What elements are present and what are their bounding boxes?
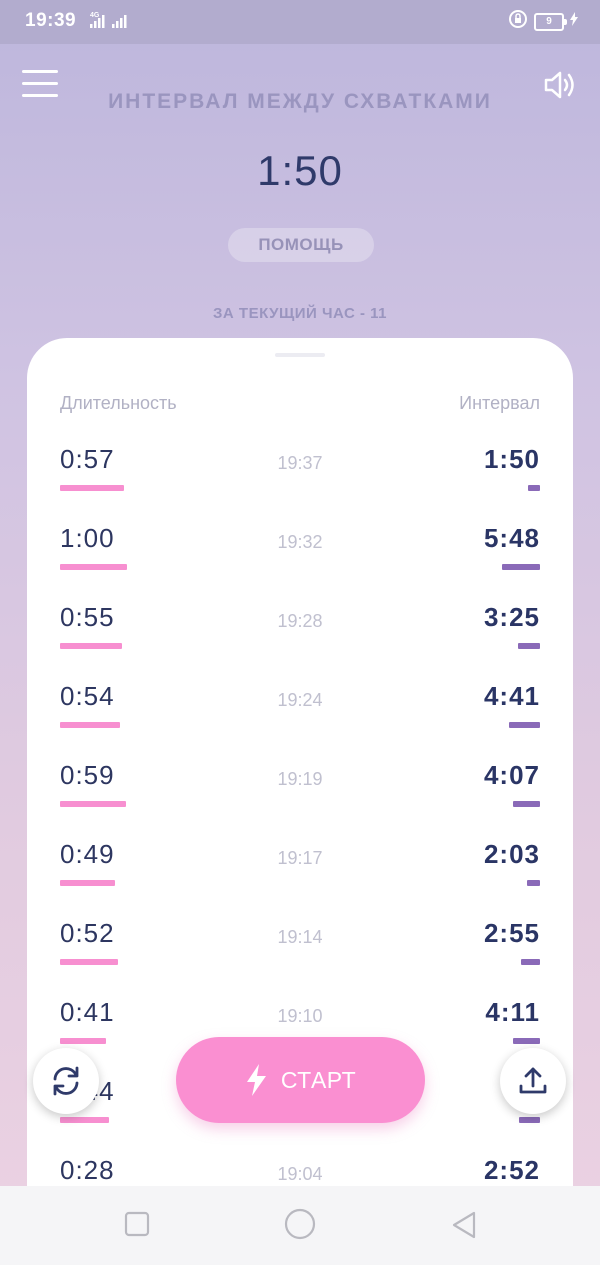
interval-bar bbox=[513, 1038, 540, 1044]
column-header-interval: Интервал bbox=[459, 393, 540, 413]
row-duration: 0:28 bbox=[60, 1155, 115, 1185]
row-duration: 0:55 bbox=[60, 602, 115, 632]
row-interval: 5:48 bbox=[483, 523, 540, 553]
page-title: ИНТЕРВАЛ МЕЖДУ СХВАТКАМИ bbox=[108, 90, 492, 113]
table-row[interactable]: 0:55 19:28 3:25 bbox=[27, 602, 573, 681]
table-row[interactable]: 1:00 19:32 5:48 bbox=[27, 523, 573, 602]
share-upload-icon bbox=[519, 1067, 547, 1094]
row-duration: 0:49 bbox=[60, 839, 115, 869]
row-interval: 4:07 bbox=[483, 760, 540, 790]
hour-count: ЗА ТЕКУЩИЙ ЧАС - 11 bbox=[213, 305, 387, 322]
duration-bar bbox=[60, 801, 126, 807]
interval-bar bbox=[509, 722, 540, 728]
duration-bar bbox=[60, 643, 122, 649]
speaker-icon[interactable] bbox=[542, 70, 578, 100]
status-bar: 19:39 4G 9 bbox=[0, 0, 600, 44]
contractions-card[interactable]: Длительность Интервал 0:57 19:37 1:50 1:00 1… bbox=[27, 338, 573, 1238]
duration-bar bbox=[60, 564, 127, 570]
duration-bar bbox=[60, 959, 118, 965]
row-interval: 2:52 bbox=[483, 1155, 540, 1185]
lightning-icon bbox=[246, 1064, 266, 1096]
start-label: СТАРТ bbox=[280, 1066, 357, 1093]
lock-rotation-icon bbox=[508, 9, 528, 34]
row-time: 19:19 bbox=[277, 769, 323, 789]
table-row[interactable]: 0:57 19:37 1:50 bbox=[27, 444, 573, 523]
row-time: 19:14 bbox=[277, 927, 323, 947]
interval-bar bbox=[502, 564, 540, 570]
interval-bar bbox=[527, 880, 540, 886]
duration-bar bbox=[60, 485, 124, 491]
row-interval: 2:55 bbox=[483, 918, 540, 948]
duration-bar bbox=[60, 880, 115, 886]
row-duration: 1:00 bbox=[60, 523, 115, 553]
row-interval: 4:11 bbox=[485, 997, 540, 1027]
battery-icon: 9 bbox=[534, 12, 567, 31]
interval-bar bbox=[518, 643, 540, 649]
row-interval: 2:03 bbox=[483, 839, 540, 869]
table-row[interactable]: 0:59 19:19 4:07 bbox=[27, 760, 573, 839]
column-header-duration: Длительность bbox=[60, 393, 177, 413]
menu-icon[interactable] bbox=[22, 70, 58, 98]
duration-bar bbox=[60, 1038, 106, 1044]
table-row[interactable]: 0:54 19:24 4:41 bbox=[27, 681, 573, 760]
status-time: 19:39 bbox=[25, 10, 77, 31]
back-icon[interactable] bbox=[450, 1210, 478, 1245]
row-time: 19:37 bbox=[277, 453, 323, 473]
refresh-icon bbox=[53, 1066, 79, 1096]
table-row[interactable]: 0:49 19:17 2:03 bbox=[27, 839, 573, 918]
current-interval: 1:50 bbox=[257, 147, 343, 194]
drag-handle[interactable] bbox=[275, 353, 325, 357]
charging-icon bbox=[570, 12, 578, 31]
table-row[interactable]: 0:41 19:10 4:11 bbox=[27, 997, 573, 1076]
table-row[interactable]: 0:52 19:14 2:55 bbox=[27, 918, 573, 997]
signal-icon: 4G bbox=[88, 10, 138, 35]
interval-bar bbox=[528, 485, 540, 491]
row-interval: 1:50 bbox=[483, 444, 540, 474]
row-interval: 3:25 bbox=[483, 602, 540, 632]
interval-bar bbox=[513, 801, 540, 807]
network-type: 4G bbox=[90, 12, 100, 19]
row-duration: 0:57 bbox=[60, 444, 115, 474]
row-duration: 0:54 bbox=[60, 681, 115, 711]
row-time: 19:24 bbox=[277, 690, 323, 710]
duration-bar bbox=[60, 1117, 109, 1123]
refresh-button[interactable] bbox=[33, 1048, 99, 1114]
row-duration: 0:59 bbox=[60, 760, 115, 790]
help-button[interactable]: ПОМОЩЬ bbox=[228, 228, 374, 262]
row-time: 19:28 bbox=[277, 611, 323, 631]
row-time: 19:04 bbox=[277, 1164, 323, 1184]
interval-bar bbox=[521, 959, 540, 965]
recent-apps-icon[interactable] bbox=[124, 1210, 150, 1243]
row-time: 19:17 bbox=[277, 848, 323, 868]
row-duration: 0:41 bbox=[60, 997, 115, 1027]
start-button[interactable]: СТАРТ bbox=[176, 1037, 425, 1123]
duration-bar bbox=[60, 722, 120, 728]
system-nav-bar bbox=[0, 1186, 600, 1265]
row-time: 19:32 bbox=[277, 532, 323, 552]
share-button[interactable] bbox=[500, 1048, 566, 1114]
interval-bar bbox=[519, 1117, 540, 1123]
home-icon[interactable] bbox=[284, 1208, 316, 1245]
row-interval: 4:41 bbox=[483, 681, 540, 711]
row-duration: 0:52 bbox=[60, 918, 115, 948]
row-time: 19:10 bbox=[277, 1006, 323, 1026]
